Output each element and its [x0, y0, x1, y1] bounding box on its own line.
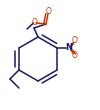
Text: N: N	[66, 43, 73, 52]
Text: O: O	[72, 50, 78, 60]
Text: ⁻: ⁻	[76, 36, 79, 42]
Text: O: O	[72, 37, 78, 46]
Text: O: O	[46, 7, 52, 16]
Text: +: +	[69, 42, 74, 48]
Text: O: O	[31, 18, 37, 27]
